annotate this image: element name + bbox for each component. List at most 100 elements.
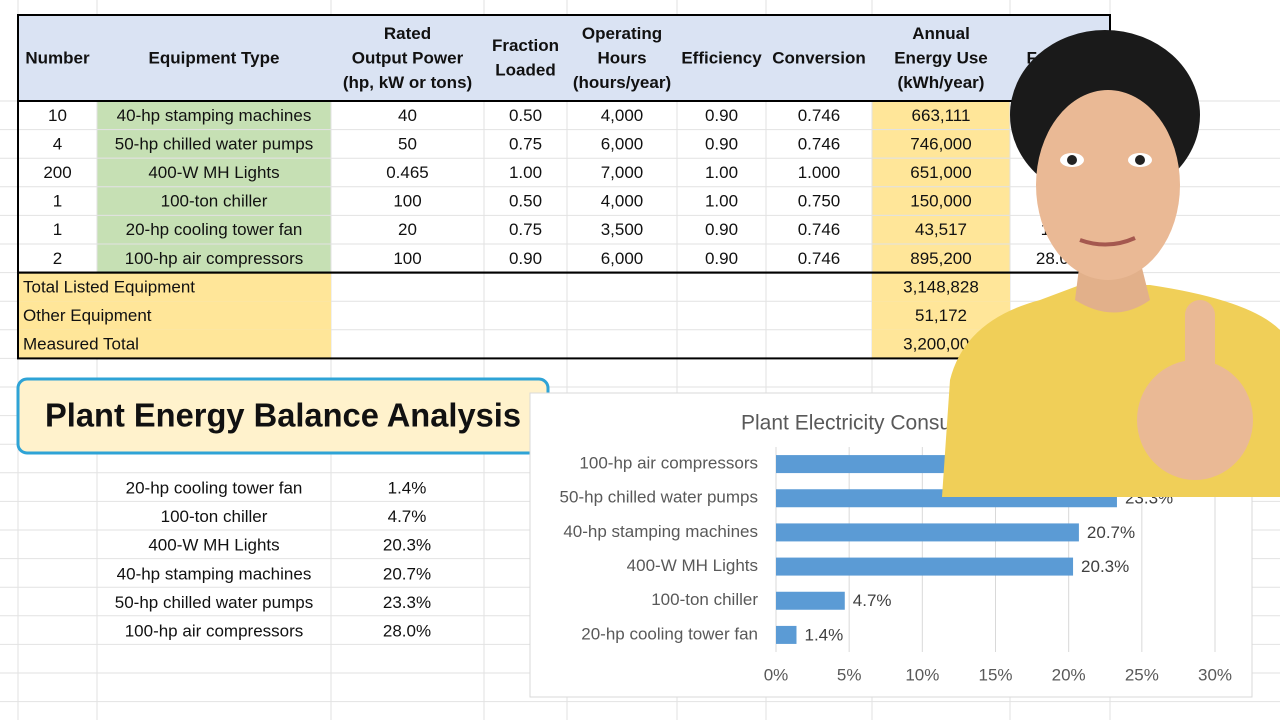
x-tick-label: 30% xyxy=(1198,665,1232,684)
column-header: Loaded xyxy=(495,61,555,80)
cell: 0.90 xyxy=(705,134,738,153)
column-header: Energy Use xyxy=(894,48,988,67)
column-header: Hours xyxy=(597,48,646,67)
cell: 0.75 xyxy=(509,134,542,153)
cell: 1.00 xyxy=(509,163,542,182)
column-header: Conversion xyxy=(772,48,866,67)
summary-name: 100-hp air compressors xyxy=(125,621,304,640)
cell: 400-W MH Lights xyxy=(148,163,279,182)
cell: 0.50 xyxy=(509,192,542,211)
y-tick-label: 100-hp air compressors xyxy=(579,454,758,473)
y-tick-label: 50-hp chilled water pumps xyxy=(560,488,758,507)
cell: 0.750 xyxy=(798,192,841,211)
cell-fill xyxy=(18,272,331,302)
cell: 100 xyxy=(393,249,421,268)
header-row xyxy=(18,15,1110,101)
cell: 20-hp cooling tower fan xyxy=(126,220,303,239)
summary-share: 1.4% xyxy=(388,478,427,497)
cell-fill xyxy=(871,243,1011,274)
cell: 4,000 xyxy=(601,106,644,125)
cell: 200 xyxy=(43,163,71,182)
cell: 663,111 xyxy=(912,106,971,125)
cell: 50-hp chilled water pumps xyxy=(115,134,313,153)
data-label: 4.7% xyxy=(853,591,892,610)
summary-share: 4.7% xyxy=(388,507,427,526)
cell: 0.746 xyxy=(798,106,841,125)
column-header: Fraction xyxy=(492,36,559,55)
cell: 1.00 xyxy=(705,192,738,211)
cell: 0.746 xyxy=(798,249,841,268)
bar xyxy=(776,523,1079,542)
cell: 746,000 xyxy=(910,134,971,153)
column-header: Operating xyxy=(582,24,662,43)
cell: 43,517 xyxy=(915,220,967,239)
cell: 0.90 xyxy=(705,220,738,239)
cell: 20 xyxy=(398,220,417,239)
y-tick-label: 20-hp cooling tower fan xyxy=(581,624,758,643)
cell: 1.00 xyxy=(705,163,738,182)
bar xyxy=(776,625,797,644)
cell: 1.000 xyxy=(798,163,841,182)
cell-fill xyxy=(96,100,332,131)
cell: 0.75 xyxy=(509,220,542,239)
cell-fill xyxy=(96,129,332,159)
sheet: Number Equipment Type Rated Output Power (hp… xyxy=(17,14,1111,640)
cell: 150,000 xyxy=(910,192,971,211)
x-tick-label: 15% xyxy=(978,665,1012,684)
summary-name: 100-ton chiller xyxy=(161,507,268,526)
bar xyxy=(776,591,845,610)
data-label: 20.3% xyxy=(1081,557,1129,576)
total-label: Other Equipment xyxy=(23,306,152,325)
cell-fill xyxy=(872,272,1010,302)
cell: 0.90 xyxy=(705,106,738,125)
column-header: Number xyxy=(25,48,90,67)
summary-share: 28.0% xyxy=(383,621,431,640)
cell: 2 xyxy=(53,249,62,268)
cell: 50 xyxy=(398,134,417,153)
summary-name: 20-hp cooling tower fan xyxy=(126,478,303,497)
cell: 4,000 xyxy=(601,192,644,211)
column-header: Rated xyxy=(384,24,431,43)
y-tick-label: 400-W MH Lights xyxy=(627,556,758,575)
x-tick-label: 5% xyxy=(837,665,862,684)
cell: 40 xyxy=(398,106,417,125)
cell: 895,200 xyxy=(910,249,971,268)
cell: 100-hp air compressors xyxy=(125,249,304,268)
column-header: Efficiency xyxy=(681,48,762,67)
cell-fill xyxy=(871,186,1011,216)
data-label: 20.7% xyxy=(1087,523,1135,542)
x-tick-label: 10% xyxy=(905,665,939,684)
bar xyxy=(776,557,1074,576)
column-header: Annual xyxy=(912,24,970,43)
cell: 1 xyxy=(53,192,62,211)
cell-fill xyxy=(18,329,331,359)
cell-fill xyxy=(18,301,331,330)
sheet-title: Plant Energy Balance Analysis xyxy=(45,397,521,434)
cell-fill xyxy=(96,186,332,216)
total-value: 3,200,000 xyxy=(903,335,979,354)
summary-share: 23.3% xyxy=(383,593,431,612)
total-label: Total Listed Equipment xyxy=(23,277,195,296)
cell: 40-hp stamping machines xyxy=(117,106,312,125)
y-tick-label: 40-hp stamping machines xyxy=(563,522,758,541)
cell: 1 xyxy=(53,220,62,239)
cell: 0.90 xyxy=(509,249,542,268)
summary-name: 50-hp chilled water pumps xyxy=(115,593,313,612)
column-header: Output Power xyxy=(352,48,464,67)
summary-share: 20.7% xyxy=(383,564,431,583)
cell: 4 xyxy=(53,134,62,153)
summary-share: 20.3% xyxy=(383,536,431,555)
column-header: (hp, kW or tons) xyxy=(343,73,472,92)
cell: 0.746 xyxy=(798,220,841,239)
cell-fill xyxy=(96,214,332,245)
summary-name: 40-hp stamping machines xyxy=(117,564,312,583)
cell: 100-ton chiller xyxy=(161,192,268,211)
cell: 3,500 xyxy=(601,220,644,239)
cell: 7,000 xyxy=(601,163,644,182)
cell: 651,000 xyxy=(910,163,971,182)
data-label: 1.4% xyxy=(804,625,843,644)
total-value: 3,148,828 xyxy=(903,277,979,296)
cell: 6,000 xyxy=(601,134,644,153)
cell: 0.746 xyxy=(798,134,841,153)
